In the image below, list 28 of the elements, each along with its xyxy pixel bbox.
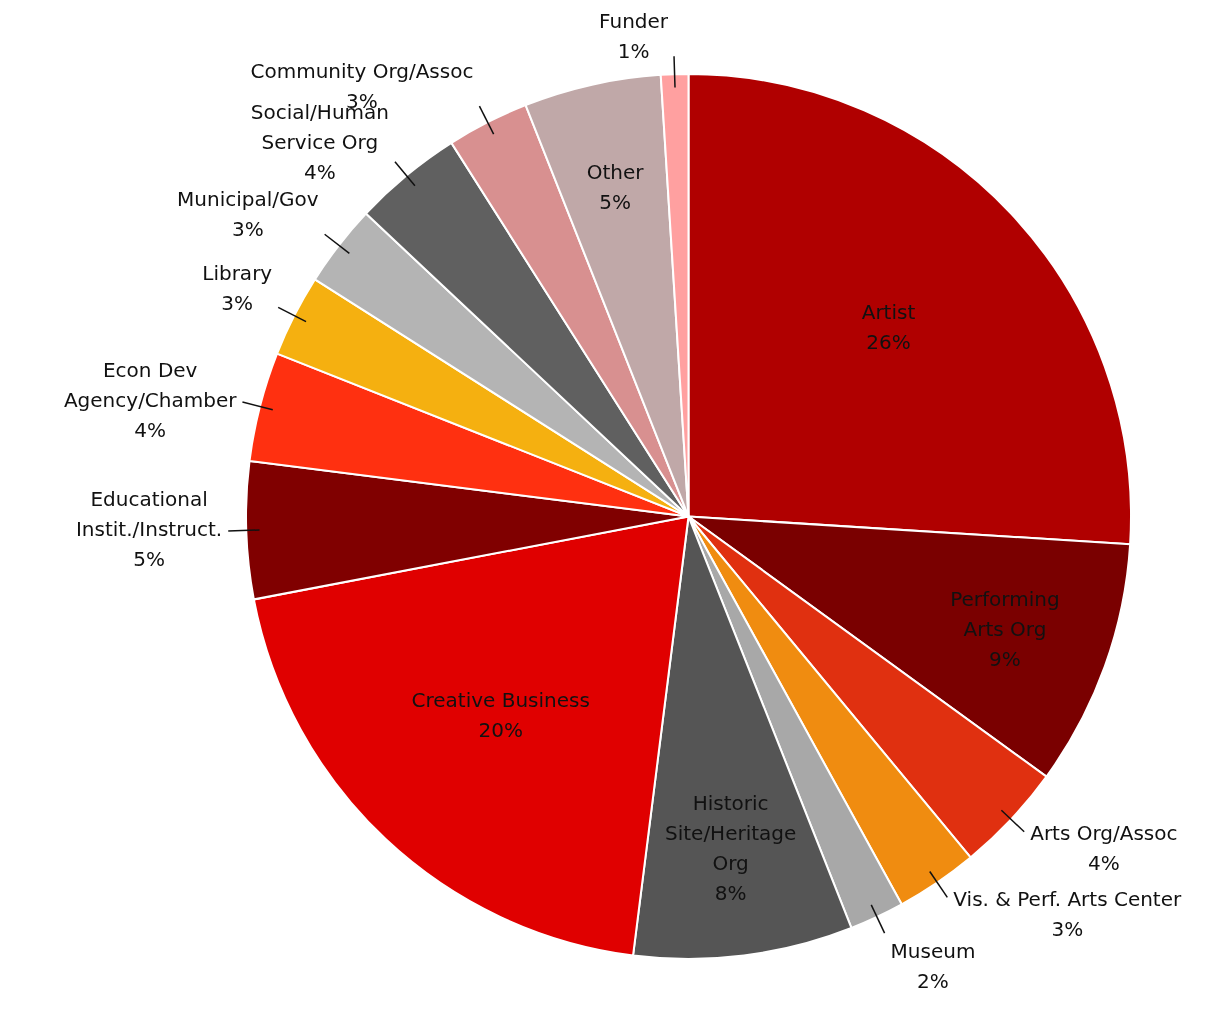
- slice-label: Other: [586, 159, 645, 184]
- data-label: 5%: [599, 189, 632, 214]
- slice-label: Funder: [599, 9, 669, 34]
- slice-label: Municipal/Gov: [177, 187, 319, 212]
- data-label: 9%: [989, 646, 1021, 671]
- data-label: 26%: [866, 329, 911, 354]
- slice-label: Library: [202, 260, 273, 285]
- data-label: 2%: [917, 969, 949, 994]
- slice-label: Educational Instit./Instruct.: [75, 487, 223, 542]
- slice-label: Artist: [861, 299, 916, 324]
- slice-label: Museum: [890, 939, 976, 964]
- slice-label: Performing Arts Org: [950, 586, 1060, 641]
- data-label: 1%: [617, 39, 650, 64]
- data-label: 3%: [1051, 916, 1084, 941]
- slice-label: Community Org/Assoc: [250, 59, 474, 84]
- data-label: 5%: [133, 547, 165, 572]
- slice-label: Arts Org/Assoc: [1030, 820, 1178, 845]
- data-label: 4%: [304, 159, 336, 184]
- data-label: 4%: [134, 418, 167, 443]
- slice-label: Historic Site/Heritage Org: [664, 791, 797, 876]
- data-label: 20%: [478, 717, 523, 742]
- data-label: 8%: [714, 881, 747, 906]
- data-label: 3%: [232, 217, 264, 242]
- data-label: 3%: [221, 290, 254, 315]
- slice-label: Creative Business: [411, 687, 590, 712]
- slice-label: Vis. & Perf. Arts Center: [953, 886, 1183, 911]
- data-label: 4%: [1087, 850, 1120, 875]
- slice-label: Econ Dev Agency/Chamber: [63, 358, 238, 413]
